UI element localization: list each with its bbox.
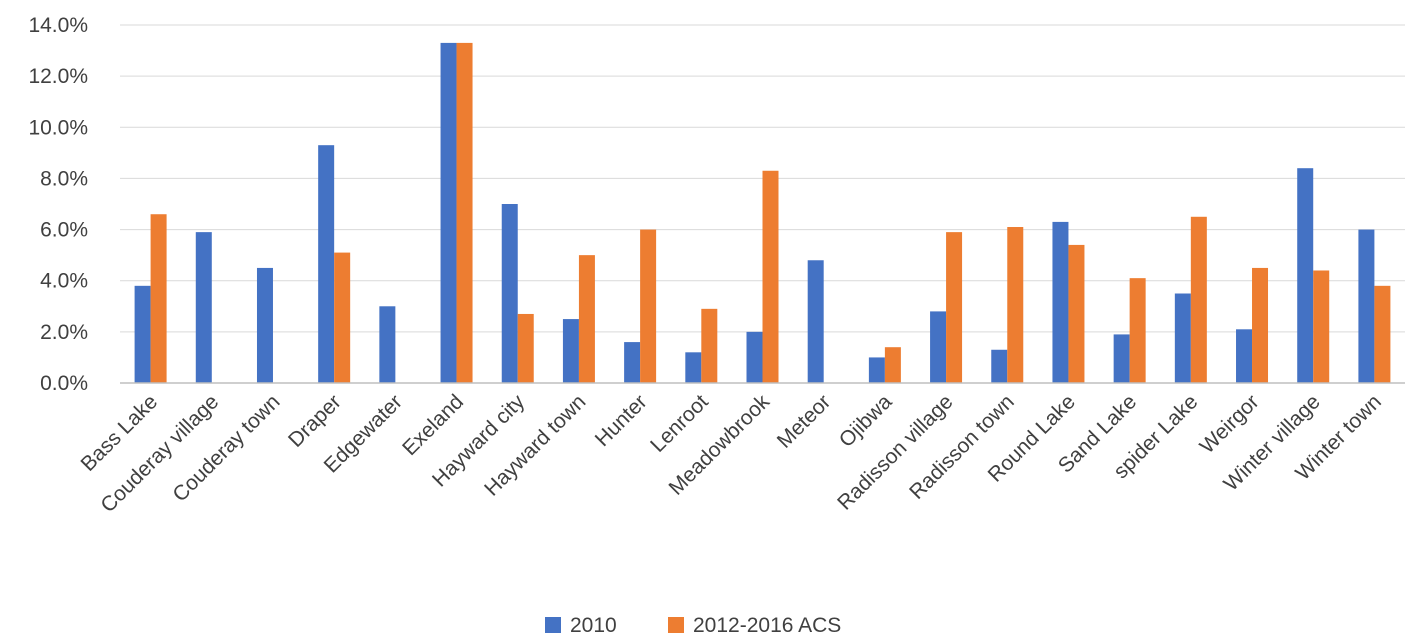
bar-series-2010 — [930, 311, 947, 383]
y-tick-label: 6.0% — [40, 219, 88, 242]
legend: 2010 2012-2016 ACS — [545, 614, 841, 637]
bar-series-2012-2016-acs — [578, 255, 595, 383]
y-tick-label: 12.0% — [28, 65, 88, 88]
y-tick-label: 14.0% — [28, 14, 88, 37]
y-tick-label: 4.0% — [40, 270, 88, 293]
bar-series-2012-2016-acs — [150, 214, 167, 383]
bar-series-2010 — [1236, 329, 1253, 383]
bar-series-2012-2016-acs — [640, 229, 657, 383]
bar-series-2010 — [501, 204, 518, 383]
bar-series-2010 — [379, 306, 396, 383]
bar-series-2012-2016-acs — [1252, 267, 1269, 383]
bar-series-2012-2016-acs — [334, 252, 351, 383]
bar-series-2010 — [440, 42, 457, 384]
y-axis-tick-labels: 0.0% 2.0% 4.0% 6.0% 8.0% 10.0% 12.0% 14.0% — [28, 14, 88, 395]
bar-series-2010 — [562, 319, 579, 383]
bar-series-2010 — [991, 349, 1008, 383]
bar-series-2012-2016-acs — [1007, 227, 1024, 383]
bar-series-2010 — [1174, 293, 1191, 383]
bar-series-2012-2016-acs — [762, 170, 779, 383]
bar-series-2012-2016-acs — [1068, 244, 1085, 383]
legend-label: 2010 — [570, 614, 617, 637]
bar-series-2012-2016-acs — [1190, 216, 1207, 383]
legend-swatch — [545, 617, 561, 633]
bar-series-2010 — [1297, 168, 1314, 383]
y-tick-label: 8.0% — [40, 167, 88, 190]
bars — [134, 42, 1391, 384]
bar-series-2012-2016-acs — [884, 347, 901, 383]
x-category-label: Couderay town — [168, 390, 284, 506]
bar-series-2012-2016-acs — [1313, 270, 1330, 383]
legend-swatch — [668, 617, 684, 633]
bar-series-2010 — [318, 145, 335, 383]
y-tick-label: 2.0% — [40, 321, 88, 344]
x-category-label: Ojibwa — [835, 390, 897, 452]
bar-series-2010 — [256, 267, 273, 383]
bar-series-2010 — [624, 342, 641, 383]
bar-series-2012-2016-acs — [946, 232, 963, 383]
x-category-label: Hunter — [591, 390, 652, 451]
bar-series-2012-2016-acs — [1374, 285, 1391, 383]
bar-series-2012-2016-acs — [517, 313, 534, 383]
y-tick-label: 0.0% — [40, 372, 88, 395]
x-category-label: Draper — [284, 390, 346, 452]
bar-series-2012-2016-acs — [701, 308, 718, 383]
x-category-label: Meteor — [773, 390, 835, 452]
y-tick-label: 10.0% — [28, 116, 88, 139]
bar-series-2010 — [195, 232, 212, 383]
bar-series-2012-2016-acs — [456, 42, 473, 384]
legend-label: 2012-2016 ACS — [693, 614, 841, 637]
bar-series-2010 — [746, 331, 763, 383]
bar-series-2012-2016-acs — [1129, 278, 1146, 383]
bar-series-2010 — [1113, 334, 1130, 383]
bar-series-2010 — [1052, 221, 1069, 383]
bar-series-2010 — [807, 260, 824, 383]
x-category-label: Radisson town — [905, 390, 1019, 504]
bar-series-2010 — [134, 285, 151, 383]
bar-series-2010 — [685, 352, 702, 383]
bar-series-2010 — [868, 357, 885, 383]
bar-series-2010 — [1358, 229, 1375, 383]
